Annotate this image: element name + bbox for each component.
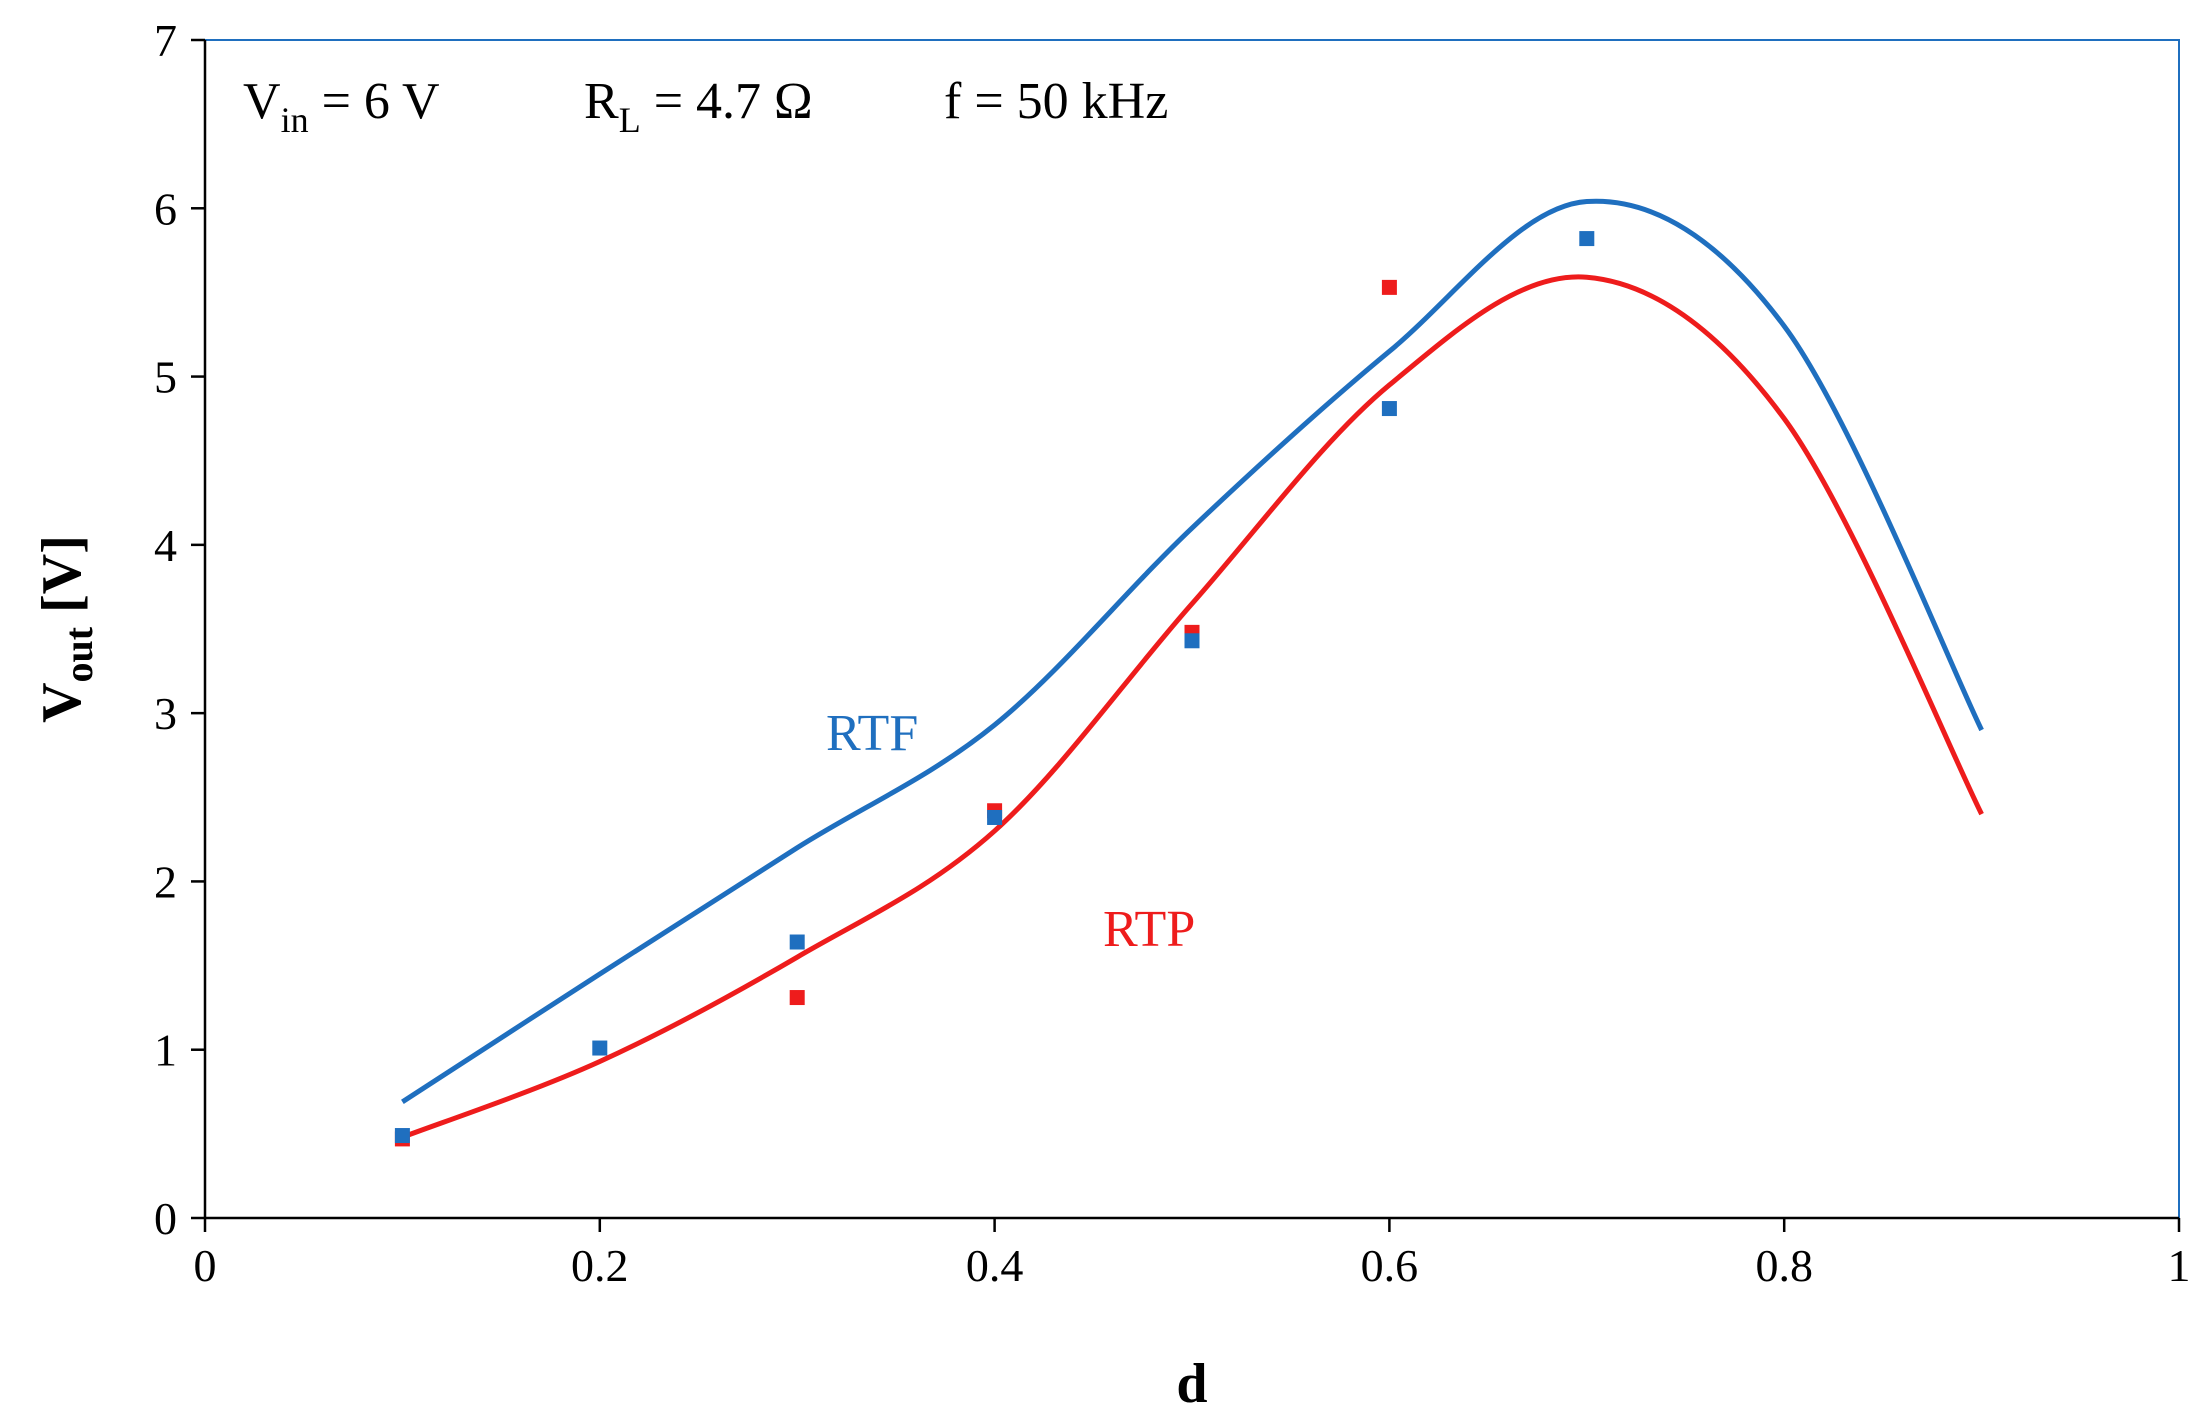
y-tick-label: 3 — [154, 688, 177, 739]
svg-text:Vout[V]: Vout [V] — [31, 535, 101, 723]
annotation-vin-sub: in — [281, 100, 309, 140]
y-tick-label: 6 — [154, 183, 177, 234]
annotation-freq: f = 50 kHz — [944, 73, 1168, 130]
y-tick-label: 1 — [154, 1025, 177, 1076]
x-tick-label: 0.4 — [966, 1240, 1024, 1291]
x-axis-title: d — [1176, 1353, 1207, 1413]
y-tick-label: 2 — [154, 856, 177, 907]
y-tick-label: 4 — [154, 520, 177, 571]
x-tick-label: 0 — [194, 1240, 217, 1291]
annotation-rl: RL = 4.7 Ω — [584, 73, 813, 140]
annotation-rl-value: = 4.7 Ω — [641, 73, 813, 130]
marker-rtf — [789, 934, 805, 950]
x-tick-label: 0.6 — [1361, 1240, 1419, 1291]
annotation-vin-main: V — [243, 73, 281, 130]
x-tick-label: 0.8 — [1755, 1240, 1813, 1291]
markers — [394, 231, 1595, 1147]
y-tick-label: 7 — [154, 15, 177, 66]
marker-rtf — [1381, 401, 1397, 417]
annotation-rl-main: R — [584, 73, 619, 130]
y-axis-title: Vout [V] — [31, 535, 101, 723]
marker-rtf — [1579, 231, 1595, 247]
y-axis-title-main: V — [31, 682, 93, 722]
curves — [401, 198, 1984, 1140]
annotation-rl-sub: L — [619, 100, 641, 140]
marker-rtf — [1184, 633, 1200, 649]
y-tick-label: 0 — [154, 1193, 177, 1244]
y-tick-label: 5 — [154, 352, 177, 403]
marker-rtf — [394, 1128, 410, 1144]
marker-rtp — [1381, 279, 1397, 295]
curve-label-rtf: RTF — [826, 705, 918, 762]
marker-rtf — [987, 809, 1003, 825]
curve-label-rtp: RTP — [1103, 901, 1195, 958]
marker-rtp — [789, 990, 805, 1006]
y-axis-title-sub: out — [56, 626, 101, 682]
x-tick-label: 0.2 — [571, 1240, 629, 1291]
annotation-vin: Vin = 6 V — [243, 73, 440, 140]
x-ticks: 0 0.2 0.4 0.6 0.8 1 — [194, 1218, 2191, 1291]
annotation-vin-value: = 6 V — [309, 73, 440, 130]
x-tick-label: 1 — [2168, 1240, 2191, 1291]
marker-rtf — [592, 1040, 608, 1056]
y-axis-title-unit: [V] — [31, 535, 93, 613]
curve-rtf — [401, 198, 1984, 1104]
y-ticks: 0 1 2 3 4 5 6 7 — [154, 15, 205, 1244]
curve-rtp — [401, 274, 1984, 1140]
